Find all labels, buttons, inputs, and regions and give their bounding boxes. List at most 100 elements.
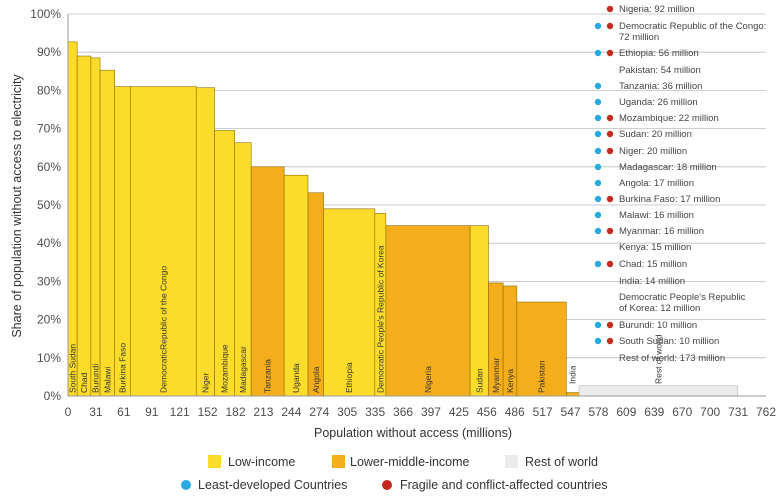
x-tick-label: 335 <box>365 405 385 419</box>
country-list-item: Niger: 20 million <box>619 146 687 157</box>
country-list-item: Burundi: 10 million <box>619 320 697 331</box>
x-tick-label: 486 <box>505 405 525 419</box>
bar-label-burkina-faso: Burkina Faso <box>118 343 128 393</box>
bar-label-south-sudan: South Sudan <box>68 344 78 393</box>
bar-label-angola: Angola <box>311 366 321 393</box>
bar-label-chad: Chad <box>79 372 89 393</box>
y-tick-label: 20% <box>37 313 61 327</box>
y-tick-label: 60% <box>37 160 61 174</box>
country-list-item: Madagascar: 18 million <box>619 162 717 173</box>
x-tick-label: 670 <box>672 405 692 419</box>
bar-burundi <box>90 57 101 397</box>
bar-label-mozambique: Mozambique <box>220 344 230 393</box>
country-list-item: Democratic Republic of the Congo: <box>619 21 766 32</box>
x-tick-label: 700 <box>700 405 720 419</box>
legend-swatch-rest-of-world <box>505 455 518 468</box>
ldc-dot <box>594 114 602 122</box>
legend-swatch-lower-middle-income <box>332 455 345 468</box>
x-tick-label: 397 <box>421 405 441 419</box>
bar-label-uganda: Uganda <box>291 363 301 393</box>
country-list-item: Sudan: 20 million <box>619 129 692 140</box>
bar-chad <box>76 55 92 397</box>
x-tick-label: 91 <box>145 405 159 419</box>
bar-democraticrepublic-of-the-congo <box>129 86 197 397</box>
x-tick-label: 152 <box>198 405 218 419</box>
country-list-item: Burkina Faso: 17 million <box>619 194 720 205</box>
x-tick-label: 609 <box>616 405 636 419</box>
y-tick-label: 100% <box>30 7 61 21</box>
country-list-item: Pakistan: 54 million <box>619 65 701 76</box>
bar-label-malawi: Malawi <box>102 366 112 393</box>
bar-niger <box>195 87 215 397</box>
country-list-item-cont: of Korea: 12 million <box>619 303 700 314</box>
x-tick-label: 639 <box>644 405 664 419</box>
x-tick-label: 274 <box>309 405 329 419</box>
bar-label-sudan: Sudan <box>474 368 484 393</box>
fcs-dot <box>606 195 614 203</box>
bar-label-kenya: Kenya <box>505 369 515 393</box>
tick-labels: 0 31 61 91 121 152 182 213 244 274 305 335 366 397 425… <box>30 7 776 419</box>
country-list-item: Rest of world: 173 million <box>619 353 725 364</box>
ldc-dot <box>594 337 602 345</box>
country-list-item: Ethiopia: 56 million <box>619 48 699 59</box>
country-list-item: Chad: 15 million <box>619 259 687 270</box>
bar-label-rest-of-world: Rest of world <box>653 334 663 384</box>
ldc-dot <box>594 179 602 187</box>
x-tick-label: 31 <box>89 405 103 419</box>
bar-tanzania <box>250 166 285 397</box>
ldc-dot <box>594 49 602 57</box>
bar-malawi <box>99 69 116 397</box>
y-tick-label: 90% <box>37 45 61 59</box>
bar-label-niger: Niger <box>200 373 210 393</box>
bar-label-india: India <box>568 365 578 384</box>
x-tick-label: 762 <box>756 405 776 419</box>
bar-pakistan <box>516 301 567 397</box>
x-tick-label: 456 <box>477 405 497 419</box>
fcs-dot <box>606 260 614 268</box>
country-list-item: Uganda: 26 million <box>619 97 698 108</box>
x-tick-label: 61 <box>117 405 131 419</box>
country-list-item: Democratic People's Republic <box>619 292 746 303</box>
ldc-dot <box>594 260 602 268</box>
ldc-dot <box>594 227 602 235</box>
country-list-item: Kenya: 15 million <box>619 242 691 253</box>
y-tick-label: 70% <box>37 122 61 136</box>
x-tick-label: 244 <box>281 405 301 419</box>
x-tick-label: 182 <box>226 405 246 419</box>
fcs-dot <box>606 227 614 235</box>
y-tick-label: 10% <box>37 351 61 365</box>
bar-label-pakistan: Pakistan <box>537 360 547 393</box>
legend-label-rest-of-world: Rest of world <box>525 455 598 469</box>
legend-swatch-low-income <box>208 455 221 468</box>
fcs-dot <box>606 5 614 13</box>
fcs-dot <box>606 321 614 329</box>
ldc-dot <box>594 82 602 90</box>
bar-india <box>566 392 580 397</box>
x-tick-label: 425 <box>449 405 469 419</box>
bar-label-tanzania: Tanzania <box>263 359 273 393</box>
x-tick-label: 731 <box>728 405 748 419</box>
bar-uganda <box>283 174 309 397</box>
ldc-dot <box>594 98 602 106</box>
legend-label-ldc: Least-developed Countries <box>198 478 347 492</box>
bar-label-nigeria: Nigeria <box>423 366 433 393</box>
bar-south-sudan <box>67 41 78 397</box>
axes <box>67 14 766 397</box>
country-list-item: Angola: 17 million <box>619 178 694 189</box>
country-list-item: Nigeria: 92 million <box>619 4 695 15</box>
ldc-dot <box>594 130 602 138</box>
bar-rest-of-world <box>578 385 738 397</box>
y-tick-label: 30% <box>37 274 61 288</box>
fcs-dot <box>606 147 614 155</box>
fcs-dot <box>606 130 614 138</box>
ldc-dot <box>594 321 602 329</box>
fcs-dot <box>606 337 614 345</box>
country-list-item: Myanmar: 16 million <box>619 226 704 237</box>
bar-label-burundi: Burundi <box>90 364 100 393</box>
ldc-dot <box>594 211 602 219</box>
x-tick-label: 0 <box>65 405 72 419</box>
x-axis-title: Population without access (millions) <box>314 426 512 440</box>
ldc-dot <box>594 22 602 30</box>
x-tick-label: 547 <box>561 405 581 419</box>
